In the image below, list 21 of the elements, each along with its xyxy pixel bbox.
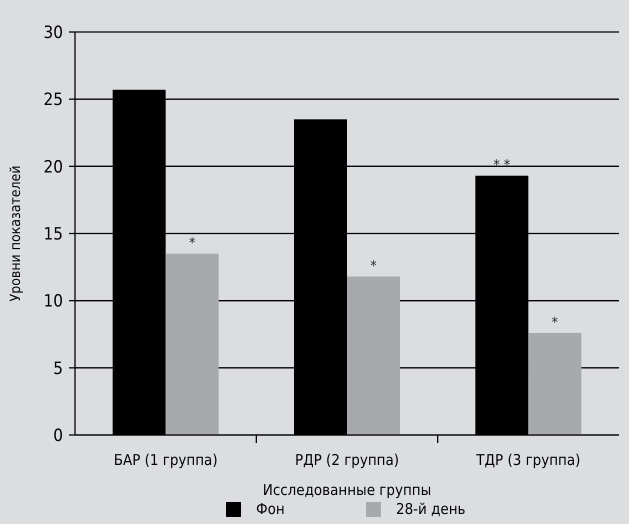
- bar: [166, 254, 219, 435]
- bar: [347, 276, 400, 435]
- y-tick-label: 0: [53, 426, 63, 446]
- annotation: *: [189, 236, 196, 252]
- x-tick-label: РДР (2 группа): [294, 451, 400, 469]
- y-tick-label: 25: [44, 90, 63, 110]
- y-axis-title: Уровни показателей: [8, 166, 24, 302]
- y-tick-label: 20: [44, 157, 63, 178]
- annotation: *: [552, 314, 558, 331]
- x-tick-label: ТДР (3 группа): [475, 451, 580, 469]
- y-tick-label: 5: [53, 358, 63, 379]
- y-tick-label: 30: [44, 22, 63, 43]
- y-tick-label: 15: [44, 224, 63, 244]
- bar: [528, 332, 582, 435]
- x-axis-title: Исследованные группы: [262, 481, 432, 499]
- legend-label: Фон: [256, 500, 285, 518]
- annotation: *: [370, 258, 377, 274]
- y-tick-label: 10: [44, 292, 63, 312]
- annotation: * *: [494, 158, 510, 174]
- legend-label: 28-й день: [396, 500, 466, 518]
- x-tick-label: БАР (1 группа): [114, 451, 218, 469]
